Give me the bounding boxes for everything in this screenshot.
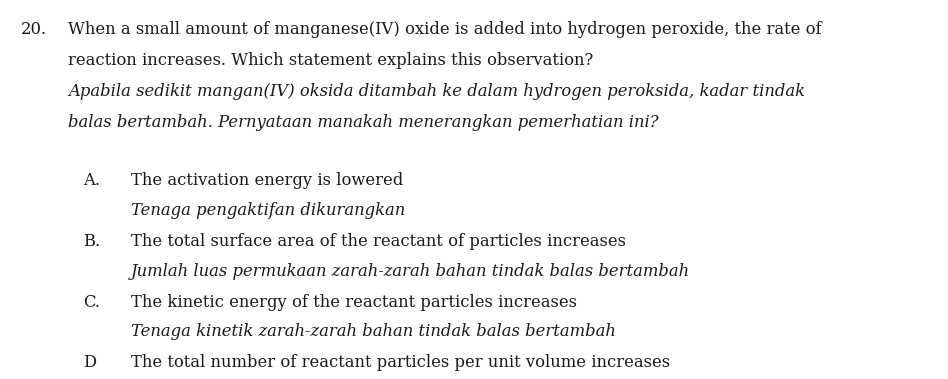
Text: The activation energy is lowered: The activation energy is lowered — [131, 172, 403, 190]
Text: The total surface area of the reactant of particles increases: The total surface area of the reactant o… — [131, 233, 626, 250]
Text: Tenaga pengaktifan dikurangkan: Tenaga pengaktifan dikurangkan — [131, 202, 405, 219]
Text: D: D — [83, 354, 97, 371]
Text: A.: A. — [83, 172, 100, 190]
Text: 20.: 20. — [21, 21, 47, 38]
Text: Jumlah luas permukaan zarah-zarah bahan tindak balas bertambah: Jumlah luas permukaan zarah-zarah bahan … — [131, 263, 690, 280]
Text: B.: B. — [83, 233, 100, 250]
Text: The kinetic energy of the reactant particles increases: The kinetic energy of the reactant parti… — [131, 294, 576, 311]
Text: balas bertambah. Pernyataan manakah menerangkan pemerhatian ini?: balas bertambah. Pernyataan manakah mene… — [68, 114, 659, 131]
Text: reaction increases. Which statement explains this observation?: reaction increases. Which statement expl… — [68, 52, 593, 69]
Text: Tenaga kinetik zarah-zarah bahan tindak balas bertambah: Tenaga kinetik zarah-zarah bahan tindak … — [131, 323, 615, 340]
Text: C.: C. — [83, 294, 100, 311]
Text: When a small amount of manganese(IV) oxide is added into hydrogen peroxide, the : When a small amount of manganese(IV) oxi… — [68, 21, 822, 38]
Text: The total number of reactant particles per unit volume increases: The total number of reactant particles p… — [131, 354, 670, 371]
Text: Apabila sedikit mangan(IV) oksida ditambah ke dalam hydrogen peroksida, kadar ti: Apabila sedikit mangan(IV) oksida ditamb… — [68, 83, 805, 100]
